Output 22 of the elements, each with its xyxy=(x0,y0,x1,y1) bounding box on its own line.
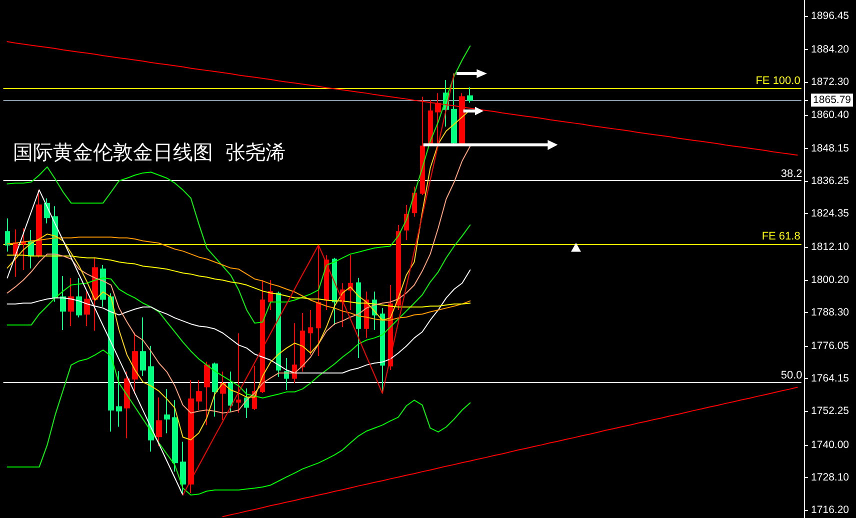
y-tick-label: 1884.20 xyxy=(811,44,850,56)
annotation: 50.0 xyxy=(780,370,802,382)
y-tick-label: 1860.40 xyxy=(811,108,850,121)
y-tick-label: 1848.15 xyxy=(811,142,850,154)
y-tick-label: 1728.10 xyxy=(811,471,850,484)
y-tick-label: 1764.15 xyxy=(811,372,850,385)
y-tick-label: 1896.45 xyxy=(811,10,850,22)
y-tick-label: 1716.20 xyxy=(811,504,850,516)
y-tick-label: 1752.25 xyxy=(811,405,850,418)
y-tick-label: 1740.00 xyxy=(811,438,850,451)
annotation: 38.2 xyxy=(780,168,802,180)
y-tick-label: 1812.10 xyxy=(811,241,850,254)
ref-line-label: FE 61.8 xyxy=(762,230,800,243)
y-tick-label: 1865.79 xyxy=(813,94,852,106)
y-tick-label: 1800.20 xyxy=(811,274,850,286)
y-tick-label: 1872.30 xyxy=(811,76,850,88)
y-tick-label: 1836.25 xyxy=(811,175,850,188)
text: 国际黄金伦敦金日线图 张尧浠 xyxy=(13,140,286,164)
ref-line-label: FE 100.0 xyxy=(756,74,800,87)
y-tick-label: 1788.30 xyxy=(811,306,850,318)
y-tick-label: 1824.35 xyxy=(811,208,850,220)
y-tick-label: 1776.05 xyxy=(811,340,850,352)
